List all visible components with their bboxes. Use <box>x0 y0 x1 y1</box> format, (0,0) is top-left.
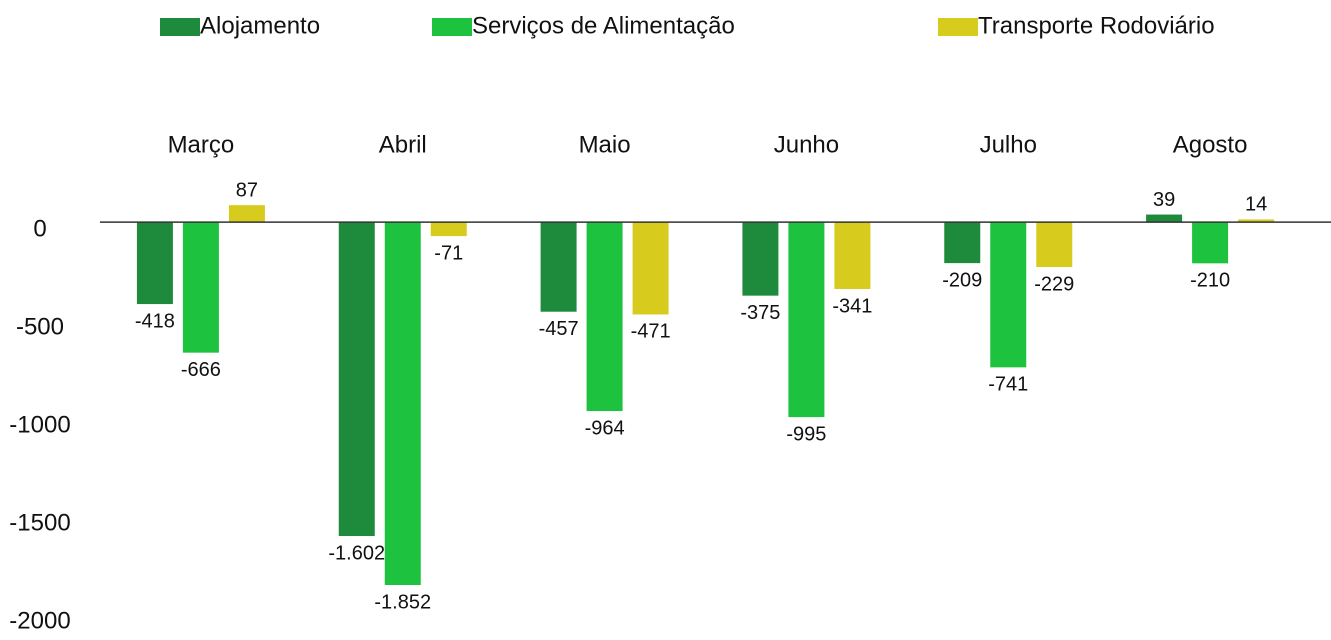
bar <box>136 222 173 305</box>
value-label: -209 <box>942 269 982 291</box>
value-label: -457 <box>539 318 579 340</box>
category-label: Abril <box>379 131 427 158</box>
legend-swatch <box>432 18 472 36</box>
bar <box>834 222 871 289</box>
legend-swatch <box>938 18 978 36</box>
value-label: -741 <box>988 374 1028 396</box>
y-tick-label: 0 <box>33 216 46 243</box>
legend-swatch <box>160 18 200 36</box>
value-label: 14 <box>1245 194 1267 216</box>
y-tick-label: -500 <box>16 313 64 340</box>
value-label: -666 <box>181 359 221 381</box>
bar <box>990 222 1027 368</box>
category-label: Agosto <box>1173 131 1248 158</box>
category-label: Março <box>168 131 235 158</box>
bar <box>338 222 375 537</box>
value-label: -471 <box>631 321 671 343</box>
bar <box>1146 214 1183 223</box>
bar <box>182 222 219 353</box>
category-label: Maio <box>579 131 631 158</box>
category-label: Junho <box>774 131 839 158</box>
bar <box>384 222 421 586</box>
legend-label: Alojamento <box>200 12 320 39</box>
bar <box>1036 222 1073 268</box>
value-label: -1.852 <box>374 591 431 613</box>
bar <box>788 222 825 418</box>
value-label: -71 <box>434 242 463 264</box>
bar <box>1192 222 1229 264</box>
bar <box>228 205 265 223</box>
legend-label: Serviços de Alimentação <box>472 12 735 39</box>
value-label: -1.602 <box>328 542 385 564</box>
value-label: -341 <box>832 295 872 317</box>
bar <box>540 222 577 312</box>
bar <box>742 222 779 296</box>
category-label: Julho <box>980 131 1037 158</box>
value-label: -229 <box>1034 273 1074 295</box>
bar <box>944 222 981 264</box>
value-label: -418 <box>135 310 175 332</box>
bar <box>632 222 669 315</box>
value-label: 87 <box>236 179 258 201</box>
bar <box>586 222 623 412</box>
value-label: 39 <box>1153 189 1175 211</box>
y-tick-label: -1000 <box>9 411 70 438</box>
legend-label: Transporte Rodoviário <box>978 12 1215 39</box>
y-tick-label: -2000 <box>9 607 70 634</box>
value-label: -964 <box>585 417 625 439</box>
value-label: -210 <box>1190 270 1230 292</box>
value-label: -995 <box>786 423 826 445</box>
y-tick-label: -1500 <box>9 509 70 536</box>
bar <box>430 222 467 237</box>
bar <box>1238 219 1275 223</box>
value-label: -375 <box>740 302 780 324</box>
